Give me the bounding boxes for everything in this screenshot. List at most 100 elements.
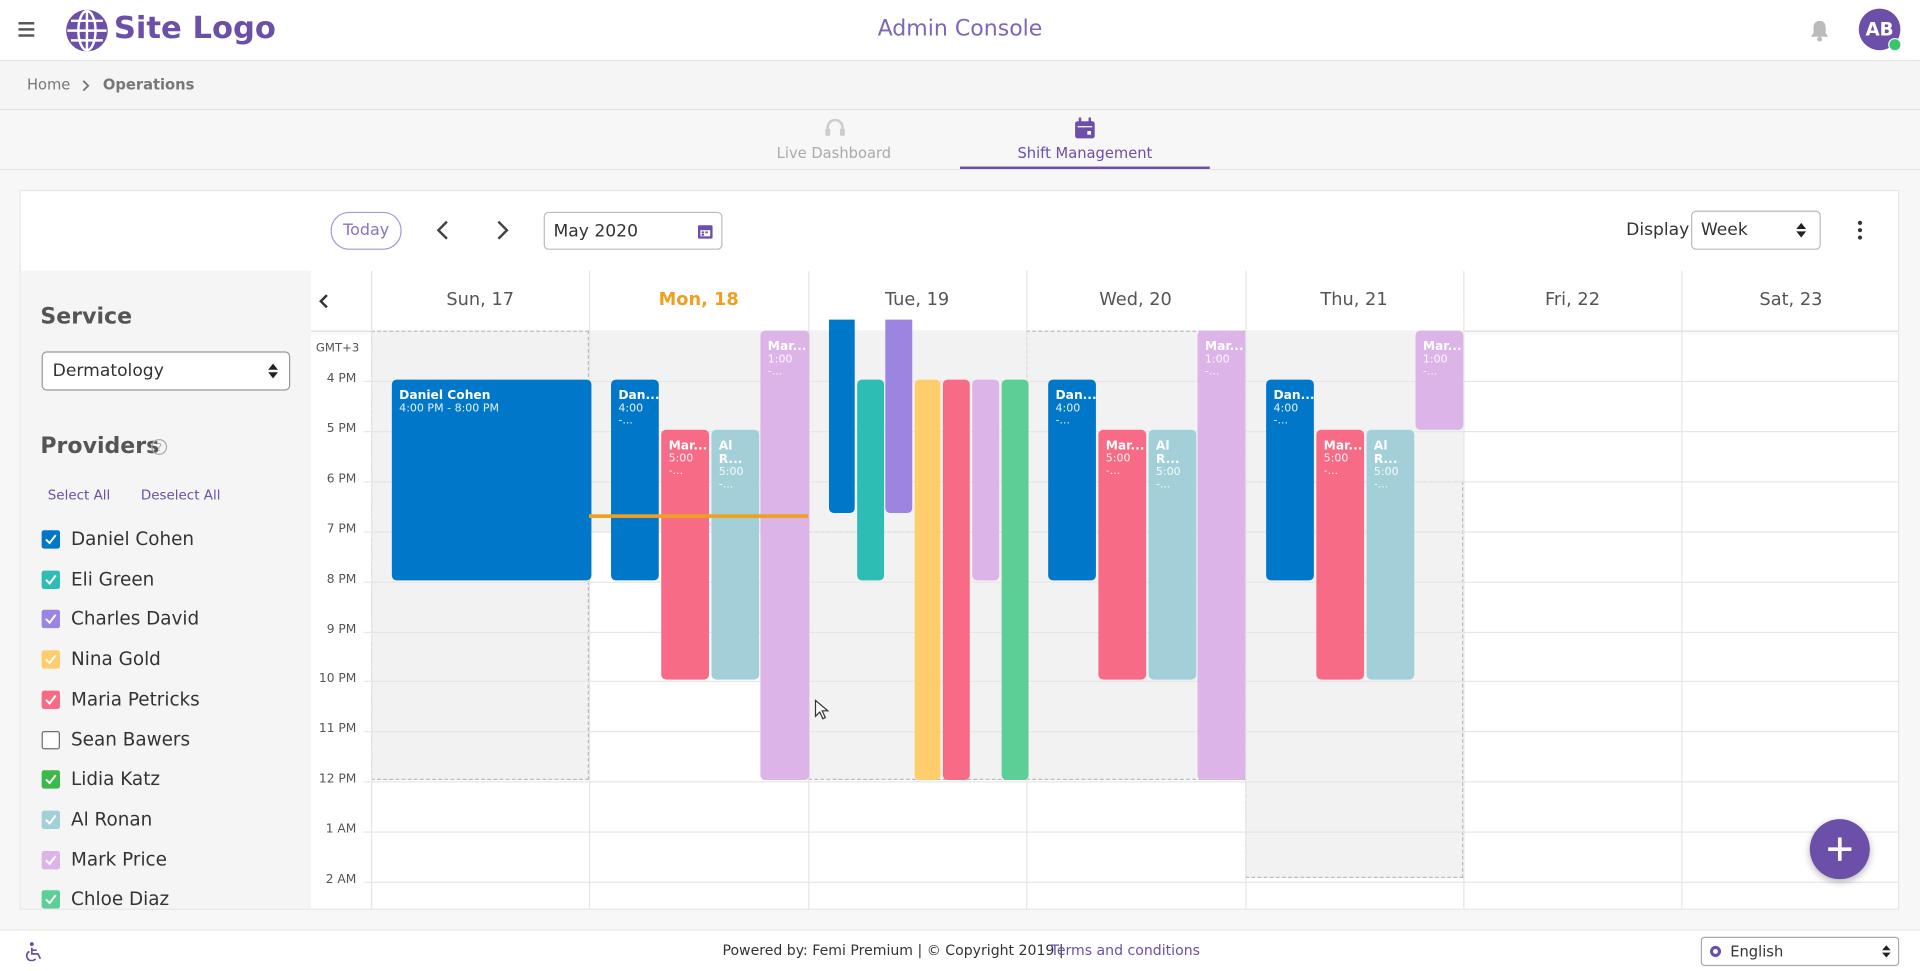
shift-event[interactable] (942, 379, 970, 781)
more-menu[interactable] (1856, 220, 1863, 240)
provider-checkbox[interactable] (41, 850, 61, 869)
event-time: 5:00 -... (1373, 466, 1399, 492)
event-title: Al R... (718, 439, 743, 467)
shift-event[interactable]: Mar... 1:00 -... (1197, 330, 1246, 781)
shift-event[interactable]: Mar... 1:00 -... (1415, 330, 1464, 430)
app-title: Admin Console (877, 15, 1043, 42)
collapse-sidebar[interactable] (311, 287, 341, 315)
day-header: Thu, 21 (1320, 290, 1388, 310)
shift-event[interactable]: Al R... 5:00 -... (711, 429, 760, 680)
shift-event[interactable]: Mar... 1:00 -... (760, 330, 810, 781)
check-mark (45, 654, 57, 665)
add-shift-button[interactable] (1809, 819, 1870, 880)
day-divider (371, 270, 373, 909)
timezone: GMT+3 (315, 341, 360, 356)
footer: Powered by: Femi Premium | © Copyright 2… (0, 929, 1920, 971)
display-select[interactable]: Week (1691, 210, 1821, 250)
shift-event[interactable]: Dan... 4:00 -... (1048, 379, 1096, 581)
hour-label: 11 PM (318, 722, 357, 737)
day-header: Wed, 20 (1099, 290, 1172, 310)
check-mark (45, 774, 57, 785)
provider-checkbox[interactable] (41, 570, 61, 589)
hour-label: 5 PM (326, 422, 357, 436)
provider-checkbox[interactable] (41, 730, 61, 749)
provider-name: Lidia Katz (71, 767, 161, 791)
shift-event[interactable]: Dan... 4:00 -... (611, 379, 659, 581)
shift-event[interactable]: Mar... 5:00 -... (661, 429, 709, 680)
shift-event[interactable]: Mar... 5:00 -... (1098, 429, 1147, 680)
event-time: 1:00 -... (767, 353, 793, 379)
event-time: 4:00 -... (1055, 402, 1081, 428)
month-value: May 2020 (553, 221, 638, 242)
breadcrumb-home[interactable]: Home (26, 75, 71, 94)
shift-event[interactable] (857, 379, 885, 581)
shift-event[interactable] (972, 379, 1000, 581)
menu-icon[interactable] (18, 21, 35, 38)
today-button[interactable]: Today (330, 211, 402, 250)
tab-live-dashboard[interactable]: Live Dashboard (776, 144, 892, 162)
month-picker[interactable]: May 2020 (543, 211, 723, 250)
check-mark (45, 694, 57, 705)
select-all[interactable]: Select All (47, 487, 111, 504)
prev-button[interactable] (435, 219, 452, 241)
shift-event[interactable]: Al R... 5:00 -... (1148, 429, 1197, 680)
hour-label: 8 PM (326, 572, 357, 587)
hour-label: 2 AM (325, 873, 357, 887)
provider-name: Nina Gold (71, 647, 161, 670)
hour-line (363, 781, 1898, 783)
event-title: Daniel Cohen (399, 389, 491, 403)
calendar-grid: 4 PM 5 PM 6 PM 7 PM 8 PM 9 PM 10 PM 11 PM 12 PM 1… (311, 270, 1898, 909)
provider-name: Eli Green (71, 567, 155, 590)
event-time: 5:00 -... (718, 466, 744, 492)
bell-icon[interactable] (1810, 20, 1830, 42)
provider-checkbox[interactable] (41, 530, 61, 549)
provider-checkbox[interactable] (41, 650, 61, 669)
provider-checkbox[interactable] (41, 770, 61, 789)
day-header: Sun, 17 (446, 290, 515, 310)
provider-checkbox[interactable] (41, 690, 61, 709)
tab-shift-management[interactable]: Shift Management (1017, 144, 1153, 162)
provider-checkbox[interactable] (41, 610, 61, 629)
shift-event[interactable] (828, 319, 855, 514)
provider-name: Chloe Diaz (71, 888, 170, 910)
shift-event[interactable] (914, 379, 941, 781)
hour-line (363, 831, 1898, 833)
event-title: Dan... (1055, 389, 1096, 403)
service-title: Service (40, 303, 133, 330)
check-mark (45, 614, 57, 625)
event-title: Mar... (767, 340, 807, 354)
help-icon[interactable]: ? (151, 438, 168, 455)
terms-link[interactable]: Terms and conditions (1050, 941, 1200, 959)
shift-event[interactable]: Mar... 5:00 -... (1316, 429, 1365, 680)
day-header: Mon, 18 (658, 290, 739, 310)
shift-event[interactable]: Al R... 5:00 -... (1366, 429, 1415, 680)
tab-icon-calendar (1075, 117, 1095, 139)
next-button[interactable] (493, 219, 510, 241)
check-mark (45, 814, 57, 825)
deselect-all[interactable]: Deselect All (140, 487, 221, 504)
shift-event[interactable]: Daniel Cohen 4:00 PM - 8:00 PM (391, 379, 592, 581)
provider-checkbox[interactable] (41, 890, 61, 909)
event-time: 5:00 -... (668, 453, 694, 478)
shift-event[interactable]: Dan... 4:00 -... (1266, 379, 1314, 581)
shift-event[interactable] (885, 319, 913, 514)
event-time: 4:00 -... (618, 402, 644, 428)
provider-checkbox[interactable] (41, 810, 61, 829)
tab-icon-dashboard (825, 118, 845, 136)
hour-label: 10 PM (318, 672, 357, 687)
event-time: 5:00 -... (1155, 466, 1181, 492)
hour-line (363, 380, 1898, 383)
event-title: Mar... (1204, 340, 1244, 354)
accessibility-icon[interactable] (24, 942, 44, 962)
hour-label: 6 PM (326, 472, 357, 486)
language-select[interactable]: English (1700, 936, 1900, 967)
shift-event[interactable] (1001, 379, 1029, 781)
providers-title: Providers (40, 433, 160, 460)
logo-text[interactable]: Site Logo (113, 9, 276, 46)
event-title: Al R... (1373, 439, 1398, 467)
service-select[interactable]: Dermatology (41, 351, 291, 391)
calendar-card: Today May 2020 Display Week Service Derm… (19, 189, 1900, 910)
provider-name: Sean Bawers (71, 727, 191, 751)
event-time: 4:00 -... (1273, 402, 1299, 428)
